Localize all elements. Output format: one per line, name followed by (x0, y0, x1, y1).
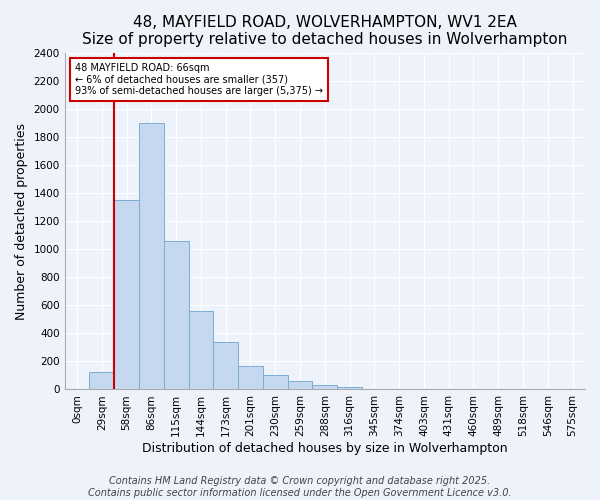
Bar (337, 386, 362, 390)
Bar (139, 123, 164, 390)
Bar (114, 200, 139, 390)
Bar (238, 366, 263, 390)
Y-axis label: Number of detached properties: Number of detached properties (15, 122, 28, 320)
Bar (263, 374, 287, 390)
Bar (313, 385, 337, 390)
Bar (164, 240, 188, 390)
X-axis label: Distribution of detached houses by size in Wolverhampton: Distribution of detached houses by size … (142, 442, 508, 455)
Bar (188, 311, 214, 390)
Bar (214, 342, 238, 390)
Bar (362, 389, 387, 390)
Bar (89, 372, 114, 390)
Title: 48, MAYFIELD ROAD, WOLVERHAMPTON, WV1 2EA
Size of property relative to detached : 48, MAYFIELD ROAD, WOLVERHAMPTON, WV1 2E… (82, 15, 568, 48)
Bar (287, 381, 313, 390)
Text: 48 MAYFIELD ROAD: 66sqm
← 6% of detached houses are smaller (357)
93% of semi-de: 48 MAYFIELD ROAD: 66sqm ← 6% of detached… (75, 63, 323, 96)
Text: Contains HM Land Registry data © Crown copyright and database right 2025.
Contai: Contains HM Land Registry data © Crown c… (88, 476, 512, 498)
